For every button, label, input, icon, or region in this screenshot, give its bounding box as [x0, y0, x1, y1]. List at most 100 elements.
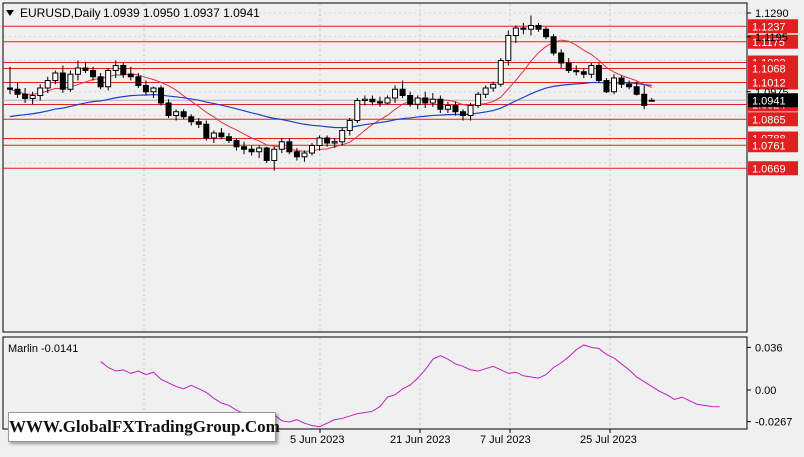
- level-label: 1.1068: [752, 64, 786, 76]
- candle-body: [233, 140, 240, 148]
- candle-body: [14, 88, 21, 95]
- candle-body: [618, 77, 625, 85]
- candle-body: [361, 98, 368, 101]
- level-label: 1.0669: [752, 163, 786, 175]
- main-plot-area[interactable]: [2, 2, 748, 333]
- candle-body: [127, 73, 134, 78]
- time-axis[interactable]: 5 Jun 2023 21 Jun 2023 7 Jul 2023 25 Jul 20…: [290, 429, 637, 446]
- watermark-banner: WWW.GlobalFXTradingGroup.Com: [8, 412, 280, 442]
- candle-body: [22, 93, 29, 99]
- candle-body: [429, 98, 436, 104]
- candle-body: [44, 80, 51, 89]
- candle-body: [490, 83, 497, 89]
- level-label: 1.0865: [752, 114, 786, 126]
- candle-body: [90, 70, 97, 78]
- candle-body: [535, 25, 542, 30]
- candle-body: [105, 70, 112, 88]
- candle-body: [278, 141, 285, 150]
- candle-body: [505, 35, 512, 61]
- candle-body: [142, 85, 149, 93]
- candle-body: [248, 148, 255, 153]
- candle-body: [595, 65, 602, 81]
- candle-body: [37, 87, 44, 96]
- candle-body: [588, 65, 595, 75]
- moving-averages: [9, 39, 652, 152]
- grid-indicator: [143, 338, 611, 428]
- candle-body: [346, 120, 353, 131]
- level-label-box: [748, 138, 798, 153]
- candle-body: [324, 137, 331, 144]
- time-tick-label: 7 Jul 2023: [480, 434, 531, 446]
- candle-body: [173, 111, 180, 116]
- symbol-label: EURUSD,Daily: [20, 6, 101, 20]
- price-tick-label: 1.1290: [755, 8, 789, 20]
- candle-body: [512, 27, 519, 36]
- candle-body: [354, 100, 361, 121]
- candle-body: [392, 88, 399, 99]
- candle-body: [573, 70, 580, 73]
- level-label-box: [748, 161, 798, 176]
- collapse-triangle-icon[interactable]: [6, 10, 14, 16]
- candle-body: [482, 87, 489, 95]
- candle-body: [467, 105, 474, 116]
- indicator-label: Marlin -0.0141: [8, 343, 78, 355]
- level-label-box: [748, 75, 798, 90]
- candle-body: [74, 67, 81, 75]
- candle-body: [271, 148, 278, 161]
- candle-body: [195, 121, 202, 125]
- current-price-box: [748, 93, 798, 108]
- candle-body: [414, 97, 421, 105]
- candle-body: [384, 97, 391, 104]
- candle-body: [369, 98, 376, 103]
- candle-body: [316, 137, 323, 146]
- candle-body: [150, 87, 157, 93]
- candle-body: [497, 60, 504, 85]
- level-label: 1.1175: [752, 37, 785, 49]
- candle-body: [648, 99, 655, 102]
- indicator-tick-label: 0.00: [755, 385, 776, 397]
- current-price-label: 1.0941: [752, 95, 786, 107]
- candle-body: [180, 111, 187, 118]
- level-label-box: [748, 34, 798, 49]
- candle-body: [603, 80, 610, 93]
- candle-body: [82, 67, 89, 71]
- candle-body: [286, 141, 293, 153]
- fast-moving-average-line: [9, 39, 652, 152]
- candle-body: [399, 88, 406, 96]
- candle-body: [550, 36, 557, 54]
- candle-body: [188, 116, 195, 123]
- candle-body: [611, 77, 617, 93]
- level-label: 1.1012: [752, 78, 786, 90]
- time-tick-label: 25 Jul 2023: [580, 434, 637, 446]
- price-axis[interactable]: 1.12371.11751.10921.10681.10121.09241.08…: [747, 8, 798, 176]
- horizontal-levels: [3, 25, 747, 169]
- candles: [7, 15, 655, 171]
- candle-body: [301, 152, 308, 158]
- grid-main: [4, 4, 746, 331]
- candle-body: [210, 132, 217, 139]
- candle-body: [565, 62, 572, 71]
- candle-body: [97, 76, 104, 88]
- candle-body: [293, 151, 300, 158]
- candle-body: [120, 65, 127, 75]
- candle-body: [256, 147, 263, 153]
- candle-body: [241, 146, 248, 150]
- candle-body: [59, 72, 66, 90]
- candle-body: [626, 83, 633, 88]
- candle-body: [641, 93, 648, 106]
- level-label: 1.0761: [752, 140, 786, 152]
- time-tick-label: 5 Jun 2023: [290, 434, 344, 446]
- indicator-axis[interactable]: 0.036 0.00 -0.0267: [747, 342, 792, 429]
- indicator-tick-label: -0.0267: [755, 417, 792, 429]
- candle-body: [558, 52, 565, 64]
- price-tick-label: 1.1195: [755, 32, 788, 44]
- candle-body: [422, 97, 429, 104]
- candle-body: [7, 87, 13, 90]
- time-tick-label: 21 Jun 2023: [390, 434, 451, 446]
- candle-body: [218, 132, 225, 138]
- level-label: 1.1237: [752, 21, 786, 33]
- candle-body: [309, 145, 315, 154]
- marlin-indicator-line: [100, 344, 720, 428]
- candle-body: [633, 86, 640, 95]
